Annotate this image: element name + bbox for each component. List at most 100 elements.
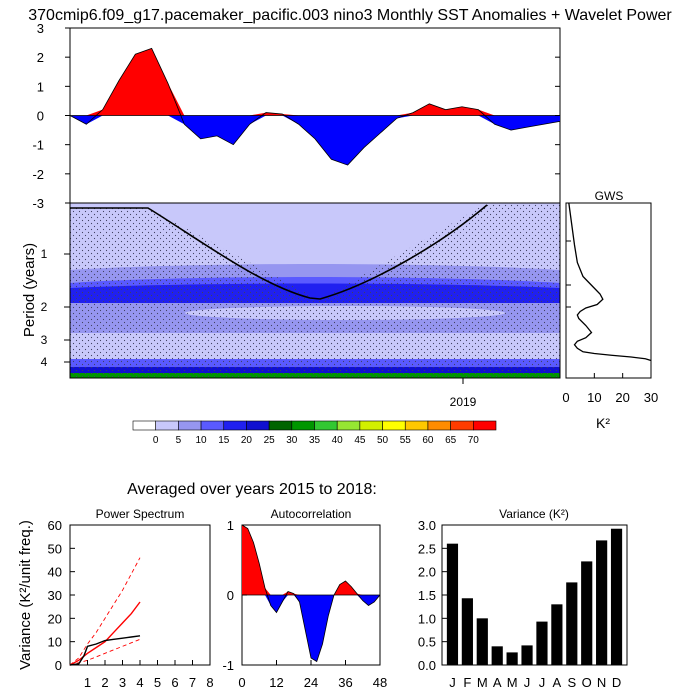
variance-bar	[476, 618, 488, 665]
wavelet-y-tick-label: 1	[41, 247, 48, 261]
colorbar-label: 25	[264, 435, 276, 446]
power-spectrum-y-tick-label: 0	[55, 658, 62, 673]
autocorrelation-x-tick-label: 36	[338, 675, 352, 690]
power-spectrum-y-tick-label: 60	[48, 518, 62, 533]
autocorrelation-ticks: 0 12 24 36 48 1 0 -1	[222, 518, 387, 690]
autocorrelation-curve	[241, 524, 381, 663]
variance-y-tick-label: 0.0	[418, 658, 436, 673]
power-spectrum-x-tick-label: 3	[119, 675, 126, 690]
autocorrelation-x-tick-label: 48	[373, 675, 387, 690]
power-spectrum-x-tick-label: 2	[101, 675, 108, 690]
anomaly-y-tick-label: 0	[37, 109, 44, 124]
power-spectrum-y-tick-label: 10	[48, 635, 62, 650]
gws-x-ticks: 0 10 20 30	[562, 240, 658, 405]
variance-bar	[521, 645, 533, 665]
colorbar-label: 65	[445, 435, 457, 446]
colorbar-box	[132, 420, 156, 431]
power-spectrum-x-tick-label: 4	[136, 675, 143, 690]
autocorrelation-y-tick-label: 0	[227, 588, 234, 603]
power-spectrum-y-tick-label: 50	[48, 541, 62, 556]
colorbar-box	[450, 420, 474, 431]
colorbar-label: 15	[218, 435, 230, 446]
colorbar-label: 30	[286, 435, 298, 446]
colorbar-box	[359, 420, 383, 431]
variance-x-tick-label: S	[567, 675, 576, 690]
variance-bar	[536, 621, 548, 665]
variance-bar	[610, 528, 623, 665]
variance-bar	[596, 540, 608, 665]
variance-x-tick-label: D	[612, 675, 621, 690]
colorbar: 0 5 10 15 20 25 30 35 40 45 50 55 60 65 70	[132, 420, 497, 446]
colorbar-box	[404, 420, 429, 431]
power-spectrum-series-line	[69, 557, 141, 666]
colorbar-box	[178, 420, 202, 431]
variance-x-tick-label: J	[524, 675, 531, 690]
power-spectrum-x-tick-label: 5	[154, 675, 161, 690]
colorbar-box	[314, 420, 338, 431]
variance-x-tick-label: J	[539, 675, 546, 690]
variance-ticks: J F M A M J J A S O N D0.00.51.01.52.02.53.0	[418, 518, 621, 690]
wavelet-y-ticks: 1 2 3 4	[41, 247, 70, 369]
gws-title: GWS	[595, 189, 624, 203]
gws-line	[568, 202, 652, 362]
variance-panel: Variance (K²) J F M A M J J A S O N D0.00.51.01.52.…	[418, 507, 628, 690]
colorbar-box	[427, 420, 451, 431]
power-spectrum-x-tick-label: 1	[84, 675, 91, 690]
variance-x-tick-label: M	[507, 675, 518, 690]
colorbar-label: 10	[196, 435, 208, 446]
power-spectrum-x-tick-label: 8	[206, 675, 213, 690]
colorbar-label: 35	[309, 435, 321, 446]
autocorrelation-y-tick-label: 1	[227, 518, 234, 533]
gws-x-tick-label: 0	[562, 390, 569, 405]
colorbar-box	[291, 420, 315, 431]
colorbar-label: 70	[468, 435, 480, 446]
colorbar-label: 40	[332, 435, 344, 446]
variance-x-tick-label: M	[477, 675, 488, 690]
gws-panel: GWS 0 10 20 30 K²	[562, 189, 658, 431]
autocorrelation-title: Autocorrelation	[271, 507, 352, 521]
power-spectrum-x-tick-label: 6	[171, 675, 178, 690]
power-spectrum-frame	[69, 524, 211, 666]
anomaly-y-tick-label: 3	[37, 21, 44, 36]
anomaly-fill-group	[69, 47, 561, 166]
variance-y-tick-label: 0.5	[418, 635, 436, 650]
colorbar-box	[155, 420, 179, 431]
variance-x-tick-label: O	[582, 675, 592, 690]
variance-x-tick-label: F	[463, 675, 471, 690]
subtitle: Averaged over years 2015 to 2018:	[127, 481, 377, 498]
colorbar-label: 20	[241, 435, 253, 446]
power-spectrum-series-line	[69, 638, 141, 666]
colorbar-label: 60	[422, 435, 434, 446]
variance-bar	[506, 652, 518, 665]
colorbar-boxes	[132, 420, 497, 431]
variance-bar	[581, 561, 593, 665]
cone-of-influence-hatch	[70, 203, 560, 378]
power-spectrum-series-line	[69, 601, 141, 666]
power-spectrum-x-tick-label: 7	[189, 675, 196, 690]
anomaly-positive-area	[70, 48, 560, 116]
autocorrelation-x-tick-label: 0	[238, 675, 245, 690]
colorbar-label: 55	[400, 435, 412, 446]
variance-y-tick-label: 2.0	[418, 565, 436, 580]
variance-bar	[551, 604, 563, 665]
anomaly-y-tick-label: 2	[37, 50, 44, 65]
anomaly-y-ticks: 3 2 1 0 -1 -2 -3	[32, 21, 560, 211]
power-spectrum-lines	[69, 557, 141, 666]
variance-y-tick-label: 2.5	[418, 541, 436, 556]
colorbar-box	[246, 420, 270, 431]
variance-title-text: Variance (K²)	[499, 507, 569, 521]
power-spectrum-title: Power Spectrum	[96, 507, 185, 521]
gws-x-axis-label-text: K²	[596, 415, 610, 431]
gws-x-tick-label: 30	[644, 390, 658, 405]
power-spectrum-panel: Power Spectrum 1 2 3 4 5 6 7 8 0 10 20 30 40 50 60 Var…	[17, 507, 214, 690]
wavelet-plot-frame	[69, 202, 561, 379]
power-spectrum-y-tick-label: 20	[48, 611, 62, 626]
gws-x-tick-label: 10	[587, 390, 601, 405]
colorbar-box	[473, 420, 497, 431]
variance-y-tick-label: 1.0	[418, 611, 436, 626]
autocorrelation-positive-area	[242, 525, 380, 595]
autocorrelation-negative-area	[242, 595, 380, 662]
wavelet-y-axis-label: Period (years)	[21, 243, 38, 337]
variance-y-tick-label: 1.5	[418, 588, 436, 603]
